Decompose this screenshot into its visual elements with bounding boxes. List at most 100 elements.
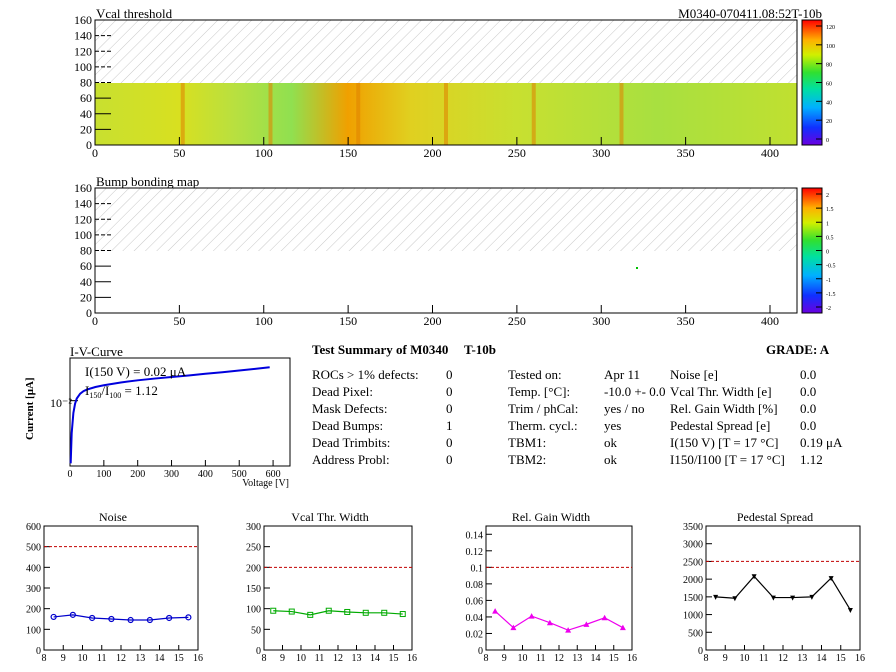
trend-series-line xyxy=(494,610,624,631)
iv-x-tick-label: 300 xyxy=(164,469,179,480)
iv-note-mid: /I xyxy=(101,383,109,398)
palette-tick-label: 80 xyxy=(826,63,832,69)
iv-x-tick-label: 600 xyxy=(266,469,281,480)
trend-x-tick-label: 9 xyxy=(280,653,285,664)
y-tick-label: 140 xyxy=(74,29,92,43)
summary-value: 1 xyxy=(446,418,453,433)
summary-label: Rel. Gain Width [%] xyxy=(670,401,778,416)
summary-value: -10.0 +- 0.0 xyxy=(604,384,666,399)
trend-data-point xyxy=(713,594,719,600)
trend-data-point xyxy=(528,613,535,619)
palette-tick-label: -2 xyxy=(826,306,831,312)
trend-y-tick-label: 0.14 xyxy=(466,530,484,541)
trend-plot-frame xyxy=(263,525,413,651)
vcal-x-axis: 0 50 100 150 200 250 300 350 400 xyxy=(92,137,779,160)
y-tick-label: 160 xyxy=(74,13,92,27)
trend-x-tick-label: 9 xyxy=(61,653,66,664)
y-tick-label: 160 xyxy=(74,181,92,195)
iv-x-tick-label: 100 xyxy=(96,469,111,480)
trend-y-tick-label: 0.08 xyxy=(466,580,484,591)
vcal-palette-ticks: 120 100 80 60 40 20 0 xyxy=(816,25,835,144)
y-tick-label: 40 xyxy=(80,107,92,121)
trend-data-point xyxy=(344,608,351,615)
trend-x-tick-label: 16 xyxy=(407,653,417,664)
x-tick-label: 350 xyxy=(677,146,695,160)
trend-y-tick-label: 100 xyxy=(246,605,261,616)
iv-note-sub1: 150 xyxy=(89,391,101,400)
palette-tick-label: 2 xyxy=(826,193,829,199)
summary-label: Dead Pixel: xyxy=(312,384,374,399)
trend-data-point xyxy=(69,611,76,618)
trend-x-tick-label: 12 xyxy=(116,653,126,664)
y-tick-label: 60 xyxy=(80,259,92,273)
trend-series-line xyxy=(715,575,851,611)
trend-x-tick-label: 14 xyxy=(370,653,380,664)
x-tick-label: 100 xyxy=(255,314,273,328)
trend-x-tick-label: 9 xyxy=(502,653,507,664)
summary-value: 0 xyxy=(446,401,453,416)
trend-x-tick-label: 11 xyxy=(536,653,546,664)
x-tick-label: 300 xyxy=(592,314,610,328)
trend-y-tick-label: 2500 xyxy=(683,557,703,568)
trend-y-tick-label: 400 xyxy=(26,563,41,574)
summary-value: Apr 11 xyxy=(604,367,640,382)
trend-y-tick-label: 500 xyxy=(688,628,703,639)
trend-x-tick-label: 11 xyxy=(759,653,769,664)
trend-x-tick-label: 12 xyxy=(333,653,343,664)
x-tick-label: 150 xyxy=(339,146,357,160)
iv-curve-line xyxy=(69,366,270,464)
trend-y-tick-label: 100 xyxy=(26,625,41,636)
trend-data-point xyxy=(89,614,96,622)
y-tick-label: 80 xyxy=(80,76,92,90)
bump-title: Bump bonding map xyxy=(96,174,199,189)
bump-x-axis: 0 50 100 150 200 250 300 350 400 xyxy=(92,305,779,328)
trend-data-point xyxy=(146,616,153,624)
trend-plot-0: Noise 0 100 200 300 400 500 600 8 9 10 11 12 13 14 15 16 xyxy=(26,510,203,664)
trend-x-tick-label: 14 xyxy=(591,653,601,664)
trend-x-tick-label: 9 xyxy=(723,653,728,664)
module-boundary xyxy=(356,83,361,145)
trend-plot-2: Rel. Gain Width 0 0.02 0.04 0.06 0.08 0.1 0.12 0… xyxy=(466,510,638,664)
trend-data-point xyxy=(619,624,626,631)
trend-data-point xyxy=(325,607,332,614)
trend-data-point xyxy=(546,619,553,626)
palette-tick-label: 20 xyxy=(826,119,832,125)
summary-value: 0.19 μA xyxy=(800,435,843,450)
trend-x-tick-label: 8 xyxy=(484,653,489,664)
x-tick-label: 50 xyxy=(173,314,185,328)
y-tick-label: 0 xyxy=(86,138,92,152)
summary-value: ok xyxy=(604,452,617,467)
trend-data-point xyxy=(270,607,277,614)
trend-y-tick-label: 200 xyxy=(26,605,41,616)
x-tick-label: 250 xyxy=(508,146,526,160)
module-boundary xyxy=(531,83,536,145)
y-tick-label: 80 xyxy=(80,244,92,258)
trend-data-point xyxy=(601,614,608,621)
summary-label: Temp. [°C]: xyxy=(508,384,571,399)
iv-ytick-label: 10⁻² xyxy=(50,396,72,410)
trend-x-tick-label: 11 xyxy=(97,653,107,664)
trend-y-tick-label: 300 xyxy=(26,584,41,595)
y-tick-label: 120 xyxy=(74,44,92,58)
summary-value: 0.0 xyxy=(800,367,817,382)
trend-y-tick-label: 150 xyxy=(246,584,261,595)
trend-y-tick-label: 0.1 xyxy=(471,563,484,574)
x-tick-label: 250 xyxy=(508,314,526,328)
iv-x-tick-label: 400 xyxy=(198,469,213,480)
vcal-palette: 120 100 80 60 40 20 0 xyxy=(801,19,835,146)
y-tick-label: 20 xyxy=(80,290,92,304)
bump-palette-ticks: 2 1.5 1 0.5 0 -0.5 -1 -1.5 -2 xyxy=(816,193,836,312)
trend-y-tick-label: 50 xyxy=(251,625,261,636)
summary-value: 0 xyxy=(446,452,453,467)
summary-value: yes / no xyxy=(604,401,645,416)
trend-plot-title: Noise xyxy=(99,510,127,524)
module-id: M0340-070411.08:52T-10b xyxy=(678,6,822,21)
trend-x-tick-label: 15 xyxy=(389,653,399,664)
trend-plot-title: Rel. Gain Width xyxy=(512,510,590,524)
trend-y-tick-label: 3500 xyxy=(683,522,703,533)
trend-data-point xyxy=(790,595,796,601)
trend-y-tick-label: 600 xyxy=(26,522,41,533)
summary-label: Tested on: xyxy=(508,367,562,382)
bump-palette: 2 1.5 1 0.5 0 -0.5 -1 -1.5 -2 xyxy=(801,187,836,314)
palette-tick-label: -0.5 xyxy=(826,264,836,270)
